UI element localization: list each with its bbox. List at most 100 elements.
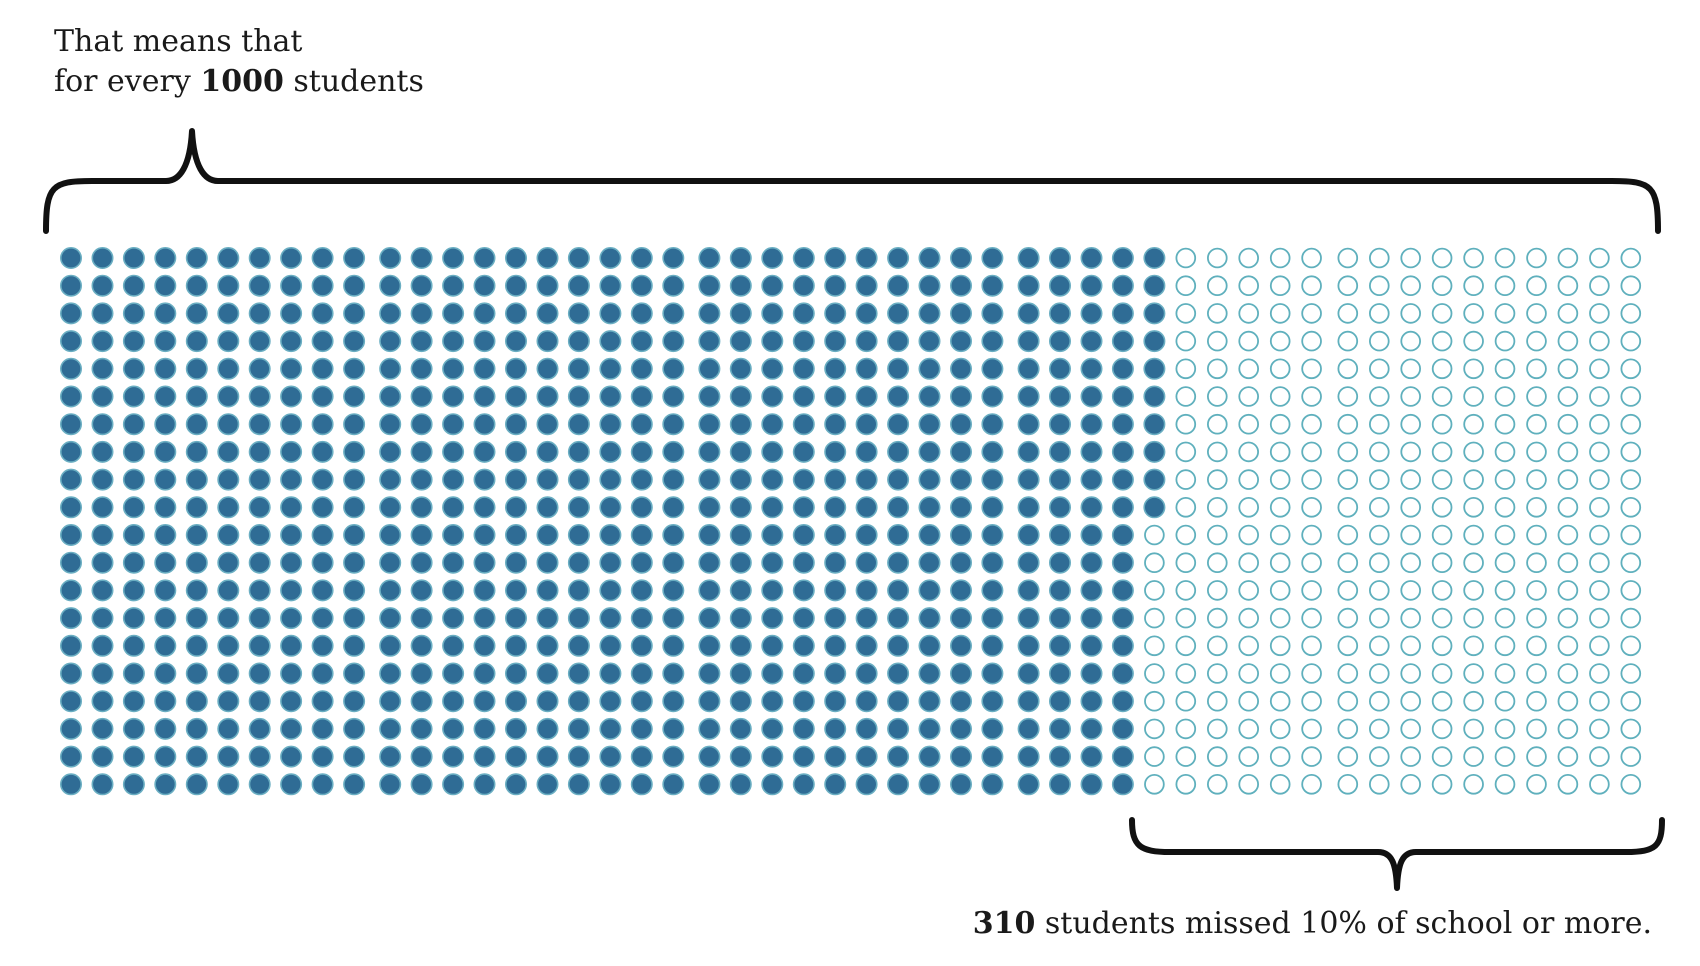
dot-empty (1431, 441, 1453, 463)
dot-filled (280, 440, 303, 463)
dot-empty (1620, 773, 1642, 795)
dot-filled (154, 274, 177, 297)
dot-filled (1049, 385, 1072, 408)
dot-filled (567, 440, 590, 463)
dot-filled (91, 662, 114, 685)
dot-filled (1111, 773, 1134, 796)
dot-filled (504, 607, 527, 630)
top-brace (43, 128, 1661, 234)
dot-filled (379, 440, 402, 463)
dot-filled (1111, 274, 1134, 297)
dot-empty (1400, 524, 1421, 546)
dot-filled (473, 773, 496, 796)
dot-filled (729, 385, 752, 408)
dot-empty (1269, 247, 1291, 269)
dot-empty (1494, 663, 1516, 684)
dot-filled (1080, 302, 1103, 325)
dot-empty (1463, 663, 1484, 684)
dot-filled (729, 773, 752, 796)
dot-empty (1557, 607, 1579, 629)
dot-filled (379, 302, 402, 325)
dot-filled (981, 523, 1004, 546)
dot-filled (379, 579, 402, 602)
dot-filled (154, 745, 177, 768)
dot-empty (1400, 247, 1421, 269)
dot-filled (567, 302, 590, 325)
dot-filled (1049, 745, 1072, 768)
dot-filled (824, 357, 847, 380)
dot-filled (761, 773, 784, 796)
dot-filled (442, 247, 465, 270)
dot-filled (185, 330, 208, 353)
dot-filled (567, 330, 590, 353)
dot-filled (729, 551, 752, 574)
dot-empty (1369, 358, 1390, 380)
dot-empty (1369, 275, 1390, 297)
dot-filled (343, 330, 366, 353)
dot-filled (122, 274, 145, 297)
dot-empty (1175, 247, 1197, 269)
dot-filled (536, 468, 559, 491)
dot-filled (442, 274, 465, 297)
dot-filled (343, 274, 366, 297)
dot-filled (1143, 468, 1166, 491)
dot-filled (442, 413, 465, 436)
dot-filled (1049, 274, 1072, 297)
dot-empty (1269, 718, 1291, 740)
dot-filled (792, 496, 815, 519)
dot-filled (185, 579, 208, 602)
dot-empty (1238, 580, 1259, 601)
dot-filled (379, 551, 402, 574)
dot-filled (379, 607, 402, 630)
dot-filled (630, 274, 653, 297)
dot-filled (248, 690, 271, 713)
dot-filled (379, 330, 402, 353)
dot-filled (379, 468, 402, 491)
dot-filled (473, 468, 496, 491)
dot-empty (1337, 247, 1359, 269)
dot-filled (217, 496, 240, 519)
dot-filled (280, 330, 303, 353)
dot-filled (185, 551, 208, 574)
dot-empty (1301, 663, 1322, 684)
dot-empty (1526, 358, 1547, 380)
dot-empty (1369, 663, 1390, 684)
dot-filled (630, 579, 653, 602)
dot-filled (473, 413, 496, 436)
dot-filled (379, 357, 402, 380)
dot-filled (599, 717, 622, 740)
dot-filled (729, 607, 752, 630)
dot-empty (1557, 386, 1579, 407)
dot-filled (729, 523, 752, 546)
dot-empty (1463, 330, 1484, 352)
dot-filled (662, 690, 685, 713)
dot-filled (536, 607, 559, 630)
dot-filled (662, 468, 685, 491)
dot-filled (185, 440, 208, 463)
dot-filled (1080, 413, 1103, 436)
dot-empty (1557, 552, 1579, 573)
dot-filled (379, 274, 402, 297)
dot-filled (1017, 690, 1040, 713)
dot-empty (1494, 496, 1516, 518)
dot-filled (855, 440, 878, 463)
dot-empty (1337, 358, 1359, 380)
dot-empty (1400, 441, 1421, 463)
headline-line-1: That means that (54, 24, 303, 59)
dot-filled (280, 607, 303, 630)
dot-empty (1207, 635, 1228, 657)
dot-filled (949, 385, 972, 408)
dot-empty (1494, 524, 1516, 546)
dot-filled (280, 247, 303, 270)
dot-filled (855, 773, 878, 796)
dot-empty (1369, 330, 1390, 352)
dot-filled (280, 302, 303, 325)
dot-filled (185, 717, 208, 740)
dot-filled (761, 496, 784, 519)
dot-filled (379, 745, 402, 768)
dot-filled (217, 690, 240, 713)
dot-filled (981, 413, 1004, 436)
dot-filled (662, 717, 685, 740)
dot-filled (824, 662, 847, 685)
dot-filled (185, 773, 208, 796)
